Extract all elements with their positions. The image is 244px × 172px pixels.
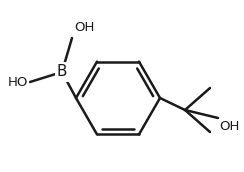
Text: OH: OH bbox=[74, 21, 94, 34]
Text: HO: HO bbox=[8, 76, 28, 89]
Text: OH: OH bbox=[219, 120, 239, 133]
Text: B: B bbox=[57, 64, 67, 79]
